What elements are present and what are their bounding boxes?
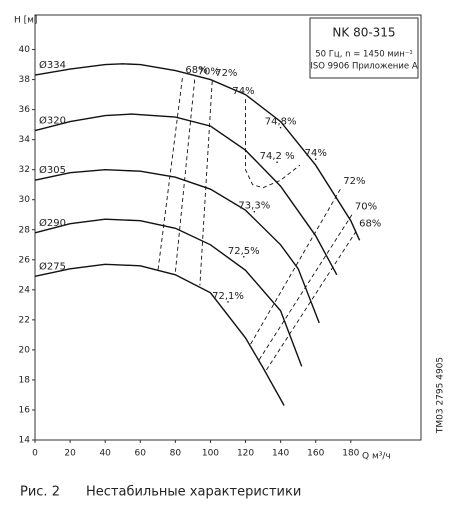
- x-tick-label: 140: [272, 449, 289, 459]
- efficiency-line: [249, 188, 341, 346]
- y-tick-label: 36: [19, 105, 31, 115]
- pump-curve: [34, 168, 320, 324]
- y-tick-label: 30: [19, 195, 31, 205]
- plot-frame: [34, 14, 422, 441]
- efficiency-point-label: 74%: [305, 148, 327, 159]
- x-axis-label: Q м³/ч: [362, 452, 391, 462]
- efficiency-point-label: 74,2 %: [260, 151, 295, 162]
- efficiency-point-label: 72,1%: [212, 291, 244, 302]
- curve-label: Ø334: [39, 59, 66, 71]
- x-tick-label: 20: [64, 449, 76, 459]
- x-tick-label: 100: [202, 449, 219, 459]
- y-tick-label: 26: [19, 255, 31, 265]
- x-tick-label: 0: [32, 449, 38, 459]
- pump-curve: [34, 113, 338, 276]
- efficiency-label: 70%: [198, 67, 220, 78]
- efficiency-line: [257, 214, 353, 363]
- x-tick-label: 180: [342, 449, 359, 459]
- pump-curve: [34, 63, 361, 241]
- chart-title: NK 80-315: [332, 26, 395, 40]
- efficiency-label: 68%: [359, 218, 381, 229]
- y-tick-label: 24: [19, 285, 31, 295]
- efficiency-point: [314, 158, 317, 160]
- efficiency-point: [242, 255, 245, 258]
- efficiency-line: [199, 81, 213, 286]
- curve-label: Ø305: [39, 164, 66, 176]
- x-tick-label: 80: [170, 449, 182, 459]
- x-tick-label: 60: [135, 449, 147, 459]
- y-tick-label: 38: [19, 75, 31, 85]
- subtitle: 50 Гц, n = 1450 мин⁻¹: [315, 50, 413, 60]
- legend-box: [309, 17, 419, 79]
- subtitle: ISO 9906 Приложение A: [310, 62, 417, 72]
- efficiency-line: [264, 231, 357, 373]
- curve-label: Ø320: [39, 115, 66, 127]
- efficiency-point: [253, 210, 256, 213]
- efficiency-label: 68%: [185, 65, 207, 76]
- y-tick-label: 18: [19, 375, 31, 385]
- pump-curve: [34, 218, 303, 367]
- x-tick-label: 120: [237, 449, 254, 459]
- efficiency-point: [279, 126, 282, 129]
- caption: Рис. 2: [20, 485, 60, 500]
- efficiency-label: 72%: [215, 68, 237, 79]
- y-tick-label: 14: [19, 436, 31, 446]
- side-text: TM03 2795 4905: [436, 357, 446, 434]
- efficiency-line: [245, 99, 301, 189]
- efficiency-label: 70%: [355, 202, 377, 213]
- efficiency-point-label: 72,5%: [228, 246, 260, 257]
- y-tick-label: 40: [19, 45, 31, 55]
- x-tick-label: 40: [99, 449, 111, 459]
- y-tick-label: 16: [19, 405, 31, 415]
- efficiency-point: [227, 301, 229, 303]
- pump-curve: [34, 263, 285, 406]
- y-tick-label: 32: [19, 165, 30, 175]
- curve-label: Ø290: [39, 217, 66, 229]
- y-tick-label: 22: [19, 315, 30, 325]
- efficiency-point: [276, 161, 278, 163]
- y-tick-label: 28: [19, 225, 31, 235]
- efficiency-label: 72%: [343, 176, 365, 187]
- curve-label: Ø275: [39, 260, 66, 272]
- efficiency-line: [157, 78, 183, 272]
- y-axis-label: H [м]: [14, 16, 37, 26]
- caption: Нестабильные характеристики: [86, 485, 301, 500]
- efficiency-point-label: 74,8%: [265, 117, 297, 128]
- efficiency-point-label: 73,3%: [238, 201, 270, 212]
- y-tick-label: 34: [19, 135, 31, 145]
- y-tick-label: 20: [19, 345, 31, 355]
- x-tick-label: 160: [307, 449, 324, 459]
- efficiency-label: 74%: [232, 86, 254, 97]
